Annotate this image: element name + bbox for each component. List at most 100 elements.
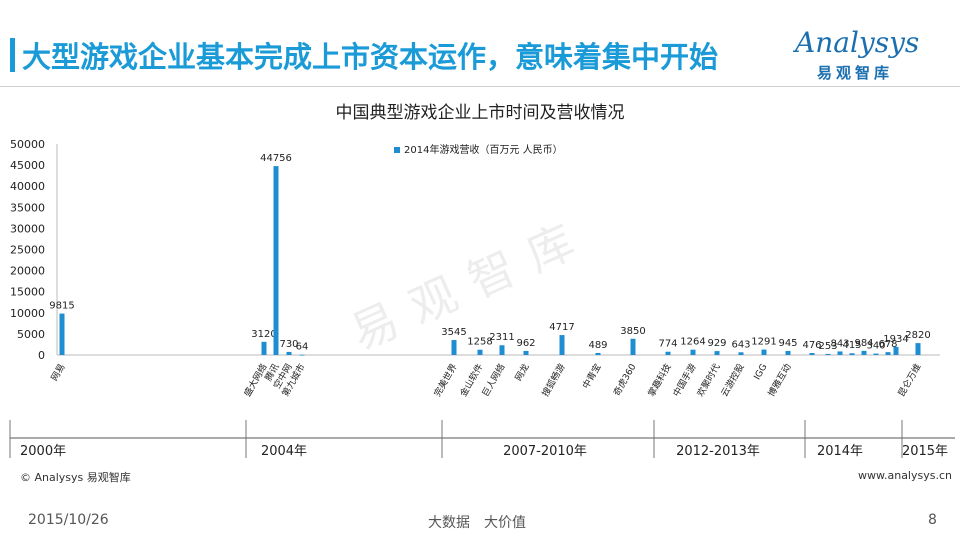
bar bbox=[785, 351, 791, 355]
bar bbox=[809, 352, 815, 355]
bar-value-label: 489 bbox=[588, 340, 607, 351]
bar bbox=[523, 350, 529, 355]
category-label: 搜狐畅游 bbox=[539, 362, 567, 399]
timeline: 2000年 2004年 2007-2010年 2012-2013年 2014年 2015年 bbox=[9, 420, 955, 459]
bar bbox=[915, 343, 921, 355]
timeline-label: 2014年 bbox=[817, 444, 863, 459]
category-label: 奇虎360 bbox=[611, 361, 639, 398]
bar bbox=[893, 346, 899, 355]
chart-title: 中国典型游戏企业上市时间及营收情况 bbox=[336, 103, 625, 123]
bar bbox=[261, 341, 267, 355]
bar-value-label: 44756 bbox=[260, 153, 292, 164]
category-label: 盛大网络 bbox=[241, 362, 269, 399]
category-label: 中青宝 bbox=[580, 362, 604, 391]
website: www.analysys.cn bbox=[858, 469, 952, 482]
bar-value-label: 945 bbox=[778, 338, 797, 349]
bar-value-label: 774 bbox=[658, 339, 677, 350]
timeline-label: 2015年 bbox=[902, 444, 948, 459]
bar bbox=[665, 351, 671, 355]
bar bbox=[273, 166, 279, 355]
y-tick-label: 15000 bbox=[10, 286, 45, 299]
bar-value-label: 2820 bbox=[905, 330, 930, 341]
logo-wordmark: Analysys bbox=[795, 26, 920, 59]
revenue-chart: 易观智库 中国典型游戏企业上市时间及营收情况 2014年游戏营收（百万元 人民币… bbox=[9, 103, 955, 459]
bar-value-label: 4717 bbox=[549, 322, 574, 333]
category-label: 完美世界 bbox=[431, 362, 459, 399]
y-tick-label: 25000 bbox=[10, 244, 45, 257]
bar-value-label: 253 bbox=[818, 341, 837, 352]
y-tick-label: 0 bbox=[38, 349, 45, 362]
category-label: 博雅互动 bbox=[765, 362, 793, 399]
category-label: 欢聚时代 bbox=[694, 362, 722, 399]
bar bbox=[299, 354, 305, 356]
bar-value-label: 1291 bbox=[751, 337, 776, 348]
title-accent-bar bbox=[10, 38, 15, 72]
bar bbox=[499, 345, 505, 355]
category-label: 昆仑万维 bbox=[895, 362, 923, 399]
bar-value-label: 415 bbox=[842, 340, 861, 351]
bar bbox=[59, 313, 65, 355]
bar-value-label: 3850 bbox=[620, 326, 645, 337]
bar bbox=[690, 349, 696, 355]
bar-value-label: 2311 bbox=[489, 332, 514, 343]
timeline-label: 2004年 bbox=[261, 444, 307, 459]
bar-value-label: 730 bbox=[279, 339, 298, 350]
bar bbox=[825, 353, 831, 355]
bar bbox=[738, 352, 744, 355]
bar-value-label: 1264 bbox=[680, 337, 705, 348]
bar bbox=[714, 351, 720, 355]
timeline-label: 2012-2013年 bbox=[676, 444, 760, 459]
y-tick-labels: 5000045000400003500030000250002000015000… bbox=[10, 138, 45, 362]
bar-value-label: 476 bbox=[802, 340, 821, 351]
y-tick-label: 35000 bbox=[10, 201, 45, 214]
bar-value-label: 929 bbox=[707, 338, 726, 349]
category-label: 网龙 bbox=[512, 362, 531, 384]
bar bbox=[861, 350, 867, 355]
legend-label: 2014年游戏营收（百万元 人民币） bbox=[404, 143, 563, 156]
category-label: IGG bbox=[753, 362, 770, 381]
y-tick-label: 45000 bbox=[10, 159, 45, 172]
bar bbox=[477, 349, 483, 355]
bar bbox=[837, 351, 843, 355]
bar-value-label: 678 bbox=[878, 339, 897, 350]
y-tick-label: 20000 bbox=[10, 265, 45, 278]
bar-value-label: 843 bbox=[830, 338, 849, 349]
y-tick-label: 5000 bbox=[17, 328, 45, 341]
y-tick-label: 40000 bbox=[10, 180, 45, 193]
legend-swatch bbox=[394, 147, 400, 153]
bar-value-label: 9815 bbox=[49, 301, 74, 312]
copyright: © Analysys 易观智库 bbox=[20, 471, 131, 484]
category-label: 中国手游 bbox=[670, 362, 698, 399]
bar bbox=[595, 352, 601, 355]
y-tick-label: 50000 bbox=[10, 138, 45, 151]
analysys-logo: Analysys 易观智库 bbox=[795, 26, 945, 86]
bar-value-label: 3120 bbox=[251, 329, 276, 340]
timeline-label: 2007-2010年 bbox=[503, 444, 587, 459]
bar-value-label: 962 bbox=[516, 338, 535, 349]
timeline-label: 2000年 bbox=[20, 444, 66, 459]
bar-value-label: 984 bbox=[854, 338, 873, 349]
category-label: 网易 bbox=[49, 362, 68, 383]
bar-value-label: 340 bbox=[866, 341, 885, 352]
footer-slogan: 大数据 大价值 bbox=[428, 515, 526, 531]
y-tick-label: 30000 bbox=[10, 222, 45, 235]
bar-value-label: 64 bbox=[296, 342, 309, 353]
slide-title: 大型游戏企业基本完成上市资本运作，意味着集中开始 bbox=[22, 40, 719, 74]
bar-value-label: 1934 bbox=[883, 334, 908, 345]
bar bbox=[885, 352, 891, 355]
bar-value-label: 3545 bbox=[441, 327, 466, 338]
bar-value-label: 643 bbox=[731, 339, 750, 350]
bar bbox=[873, 353, 879, 355]
bar bbox=[286, 351, 292, 355]
bar bbox=[630, 338, 636, 355]
bar bbox=[559, 335, 565, 355]
category-label: 云游控股 bbox=[718, 362, 746, 399]
category-label: 掌趣科技 bbox=[645, 362, 673, 399]
y-tick-label: 10000 bbox=[10, 307, 45, 320]
page-number: 8 bbox=[928, 512, 937, 528]
footer-date: 2015/10/26 bbox=[28, 512, 109, 528]
header-divider bbox=[0, 86, 960, 87]
bar bbox=[761, 349, 767, 355]
logo-subtitle: 易观智库 bbox=[817, 64, 894, 82]
bar-value-label: 1258 bbox=[467, 337, 492, 348]
